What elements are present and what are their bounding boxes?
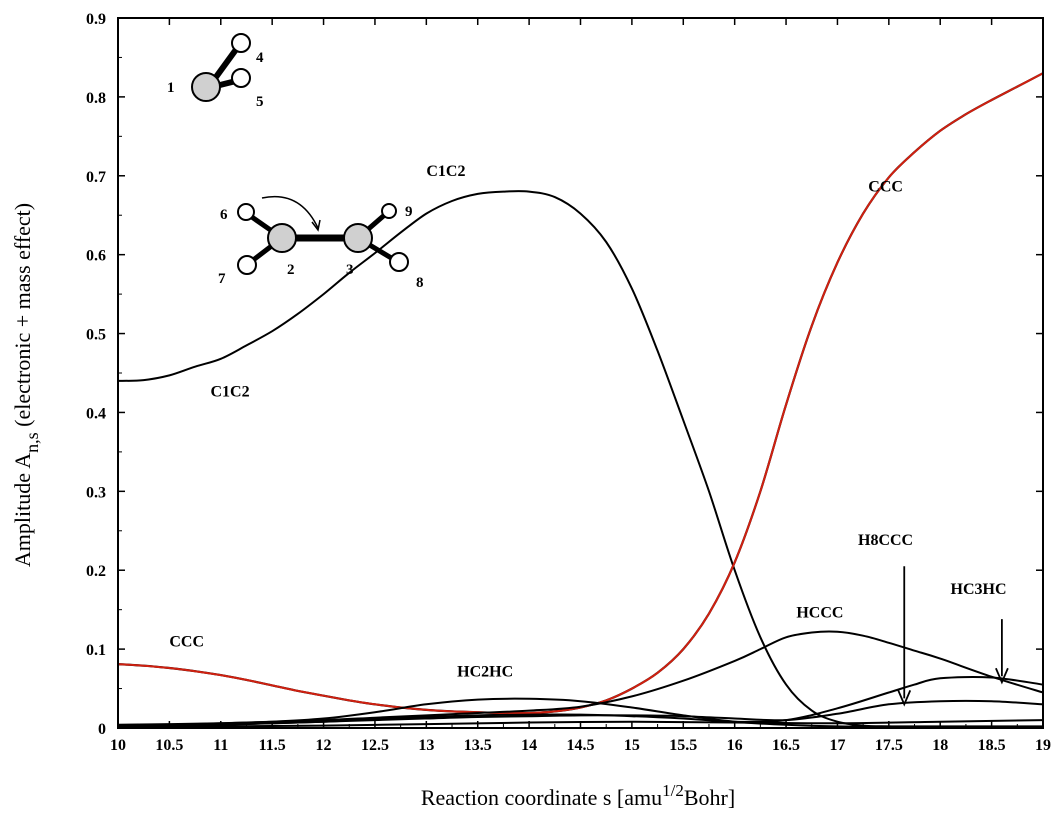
annotation-0: C1C2 bbox=[426, 163, 465, 180]
arrow-head-0 bbox=[897, 689, 912, 707]
y-axis-title: Amplitude An,s (electronic + mass effect… bbox=[10, 203, 42, 567]
y-tick-label-5: 0.5 bbox=[86, 327, 106, 344]
atom-label-5: 5 bbox=[256, 94, 264, 110]
x-tick-label-8: 14 bbox=[521, 737, 537, 754]
x-tick-label-1: 10.5 bbox=[155, 737, 183, 754]
x-tick-label-5: 12.5 bbox=[361, 737, 389, 754]
atom-label-2: 2 bbox=[287, 262, 295, 278]
y-tick-label-3: 0.3 bbox=[86, 484, 106, 501]
x-tick-label-18: 19 bbox=[1035, 737, 1051, 754]
y-tick-label-0: 0 bbox=[98, 721, 106, 738]
x-tick-label-10: 15 bbox=[624, 737, 640, 754]
y-tick-label-2: 0.2 bbox=[86, 563, 106, 580]
x-tick-label-13: 16.5 bbox=[772, 737, 800, 754]
molecule-diagram: 1 4 5 6 7 2 3 9 8 bbox=[167, 33, 424, 291]
annotation-5: HCCC bbox=[796, 605, 843, 622]
annotation-1: C1C2 bbox=[211, 384, 250, 401]
y-tick-label-9: 0.9 bbox=[86, 11, 106, 28]
y-tick-label-7: 0.7 bbox=[86, 169, 106, 186]
x-tick-label-9: 14.5 bbox=[567, 737, 595, 754]
x-tick-label-14: 17 bbox=[829, 737, 845, 754]
y-tick-label-8: 0.8 bbox=[86, 90, 106, 107]
annotation-6: H8CCC bbox=[858, 532, 913, 549]
annotation-7: HC3HC bbox=[951, 581, 1007, 598]
atom-label-6: 6 bbox=[220, 207, 228, 223]
x-tick-label-3: 11.5 bbox=[259, 737, 286, 754]
plot-area: 10 10.5 11 11.5 12 12.5 13 13.5 14 14.5 15 15.5 16 16… bbox=[86, 11, 1051, 754]
arrow-head-1 bbox=[995, 667, 1009, 685]
x-tick-label-11: 15.5 bbox=[669, 737, 697, 754]
y-tick-label-1: 0.1 bbox=[86, 642, 106, 659]
y-tick-label-6: 0.6 bbox=[86, 248, 106, 265]
x-tick-label-16: 18 bbox=[932, 737, 948, 754]
x-axis-title: Reaction coordinate s [amu1/2Bohr] bbox=[421, 781, 735, 810]
x-tick-label-6: 13 bbox=[418, 737, 434, 754]
x-tick-label-2: 11 bbox=[213, 737, 228, 754]
annotation-4: HC2HC bbox=[457, 664, 513, 681]
x-tick-label-4: 12 bbox=[316, 737, 332, 754]
x-tick-label-0: 10 bbox=[110, 737, 126, 754]
x-tick-label-17: 18.5 bbox=[978, 737, 1006, 754]
atom-label-3: 3 bbox=[346, 262, 354, 278]
atom-label-7: 7 bbox=[218, 271, 226, 287]
x-tick-label-12: 16 bbox=[727, 737, 743, 754]
atom-label-4: 4 bbox=[256, 50, 264, 66]
x-tick-label-7: 13.5 bbox=[464, 737, 492, 754]
x-tick-label-15: 17.5 bbox=[875, 737, 903, 754]
atom-label-8: 8 bbox=[416, 275, 424, 291]
annotation-3: CCC bbox=[169, 634, 204, 651]
annotation-2: CCC bbox=[868, 179, 903, 196]
atom-label-9: 9 bbox=[405, 204, 413, 220]
atom-label-1: 1 bbox=[167, 80, 175, 96]
y-tick-label-4: 0.4 bbox=[86, 405, 106, 422]
